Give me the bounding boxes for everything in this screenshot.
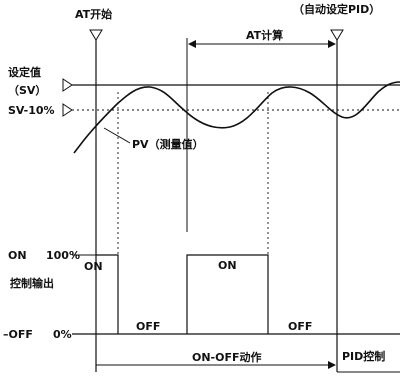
pv-curve	[73, 81, 401, 154]
off-1-label: OFF	[136, 320, 161, 333]
at-calc-label: AT计算	[246, 29, 284, 42]
at-start-marker-icon	[89, 29, 103, 41]
pct-100-label: 100%	[46, 249, 80, 262]
off-level-label: –OFF	[3, 328, 33, 341]
onoff-action-label: ON-OFF动作	[192, 351, 262, 364]
setpoint-label: 设定值	[8, 66, 41, 79]
pv-label: PV（测量值）	[132, 138, 204, 151]
at-start-label: AT开始	[75, 8, 113, 21]
control-output-label: 控制输出	[10, 277, 54, 290]
pv-pointer	[103, 127, 131, 144]
off-2-label: OFF	[288, 320, 313, 333]
setpoint-marker-icon	[62, 78, 73, 92]
on-level-label: ON	[8, 249, 27, 262]
on-box-2-label: ON	[218, 259, 237, 272]
pid-control-label: PID控制	[342, 350, 386, 363]
on-box-1-label: ON	[84, 260, 103, 273]
pct-0-label: 0%	[53, 328, 72, 341]
on-pulse-2	[186, 254, 269, 334]
auto-set-pid-label: （自动设定PID）	[293, 3, 381, 16]
on-pulse-1	[96, 254, 119, 334]
sv-minus-10-marker-icon	[62, 103, 73, 117]
pid-set-marker-icon	[330, 29, 344, 41]
sv-label: （SV）	[8, 84, 47, 97]
sv-minus-10-label: SV-10%	[8, 104, 55, 117]
